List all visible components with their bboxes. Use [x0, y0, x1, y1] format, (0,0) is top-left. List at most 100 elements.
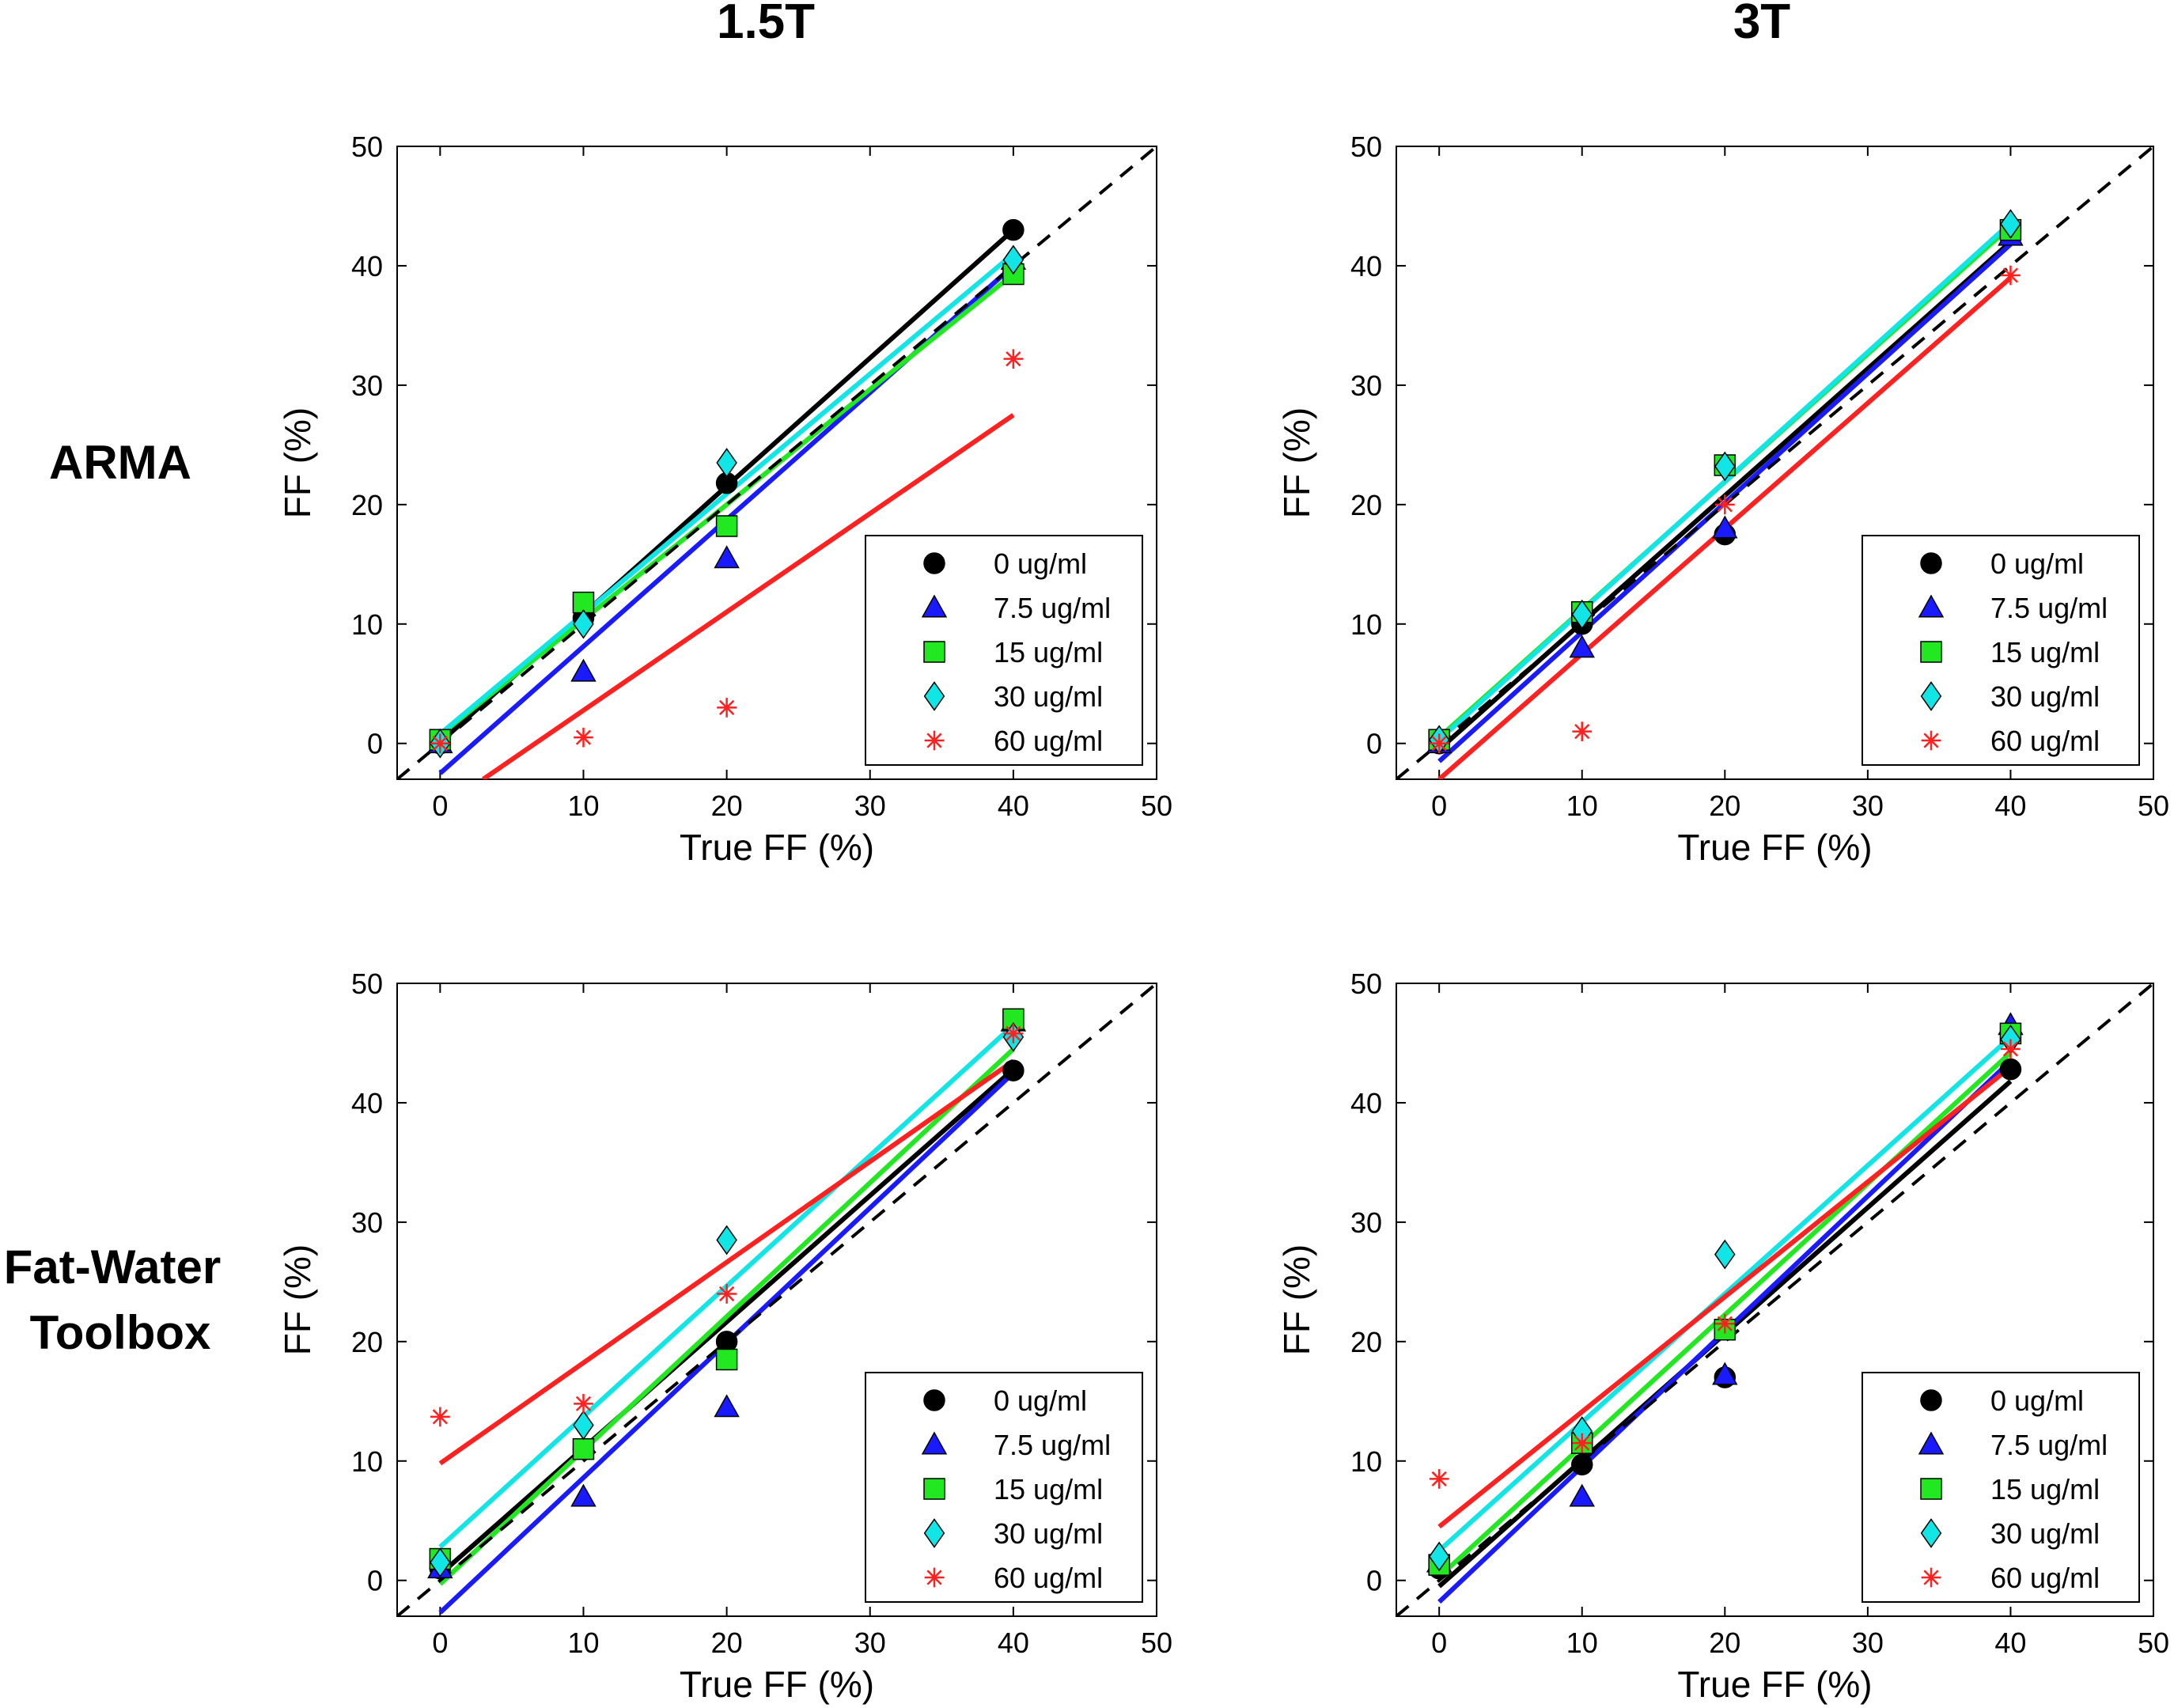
x-tick-label: 10 — [567, 790, 599, 822]
x-tick-label: 20 — [711, 1627, 743, 1659]
chart-fwt-1.5T: 0 10 20 30 40 50 0 10 20 30 40 50 True FF (%) FF (%) 0… — [277, 968, 1172, 1705]
legend-marker-0-ug-ml — [923, 552, 945, 574]
y-tick-label: 20 — [1350, 1326, 1382, 1358]
legend-marker-60-ug-ml — [924, 1567, 945, 1588]
y-tick-label: 0 — [1366, 728, 1382, 760]
legend-marker-60-ug-ml — [1921, 1567, 1941, 1588]
x-tick-label: 10 — [1566, 1627, 1598, 1659]
legend-label-30-ug-ml: 30 ug/ml — [1990, 1517, 2100, 1550]
legend-marker-60-ug-ml-stroke — [926, 733, 942, 748]
data-point-60-ug-ml-stroke — [1006, 1025, 1021, 1042]
data-point-30-ug-ml — [1714, 451, 1736, 482]
legend-box — [865, 535, 1143, 766]
y-tick-label: 50 — [1350, 131, 1382, 163]
y-tick-label: 50 — [1350, 968, 1382, 1000]
data-point-60-ug-ml — [1003, 349, 1024, 369]
legend-label-60-ug-ml: 60 ug/ml — [1990, 725, 2100, 757]
legend-marker-30-ug-ml — [923, 1518, 945, 1548]
y-tick-label: 20 — [351, 1326, 383, 1358]
chart-panels: 0 10 20 30 40 50 0 10 20 30 40 50 True FF (%) FF (%) 0… — [277, 131, 2169, 1705]
legend-marker-60-ug-ml-stroke — [926, 1570, 942, 1585]
data-point-30-ug-ml — [573, 1410, 594, 1441]
data-point-7-5-ug-ml — [1712, 515, 1738, 539]
chart-arma-3T: 0 10 20 30 40 50 0 10 20 30 40 50 True FF (%) FF (%) 0… — [1276, 131, 2169, 868]
y-tick-label: 10 — [1350, 608, 1382, 641]
data-point-60-ug-ml-stroke — [1006, 351, 1021, 367]
data-point-7-5-ug-ml — [1569, 634, 1595, 658]
data-point-60-ug-ml — [430, 1407, 450, 1427]
data-point-30-ug-ml — [2000, 209, 2021, 239]
legend-label-0-ug-ml: 0 ug/ml — [1990, 547, 2084, 580]
x-tick-label: 10 — [1566, 790, 1598, 822]
x-tick-label: 30 — [854, 1627, 886, 1659]
x-axis-label: True FF (%) — [680, 827, 874, 868]
data-point-60-ug-ml — [1714, 494, 1735, 515]
plot-content — [1396, 146, 2153, 779]
data-point-7-5-ug-ml — [714, 1394, 740, 1418]
data-point-7-5-ug-ml — [1712, 1361, 1738, 1385]
data-point-60-ug-ml-stroke — [2002, 267, 2019, 283]
y-tick-label: 0 — [1366, 1565, 1382, 1597]
y-tick-label: 30 — [1350, 369, 1382, 402]
y-axis-label: FF (%) — [1276, 1244, 1317, 1356]
legend-marker-0-ug-ml — [1920, 552, 1942, 574]
legend-label-0-ug-ml: 0 ug/ml — [994, 1384, 1087, 1417]
column-title-3T: 3T — [1733, 0, 1790, 49]
legend-marker-7-5-ug-ml — [1918, 594, 1945, 618]
data-point-60-ug-ml — [574, 727, 593, 748]
data-point-60-ug-ml-stroke — [1431, 1471, 1447, 1487]
x-tick-label: 0 — [1431, 790, 1447, 822]
y-tick-label: 10 — [1350, 1445, 1382, 1478]
data-point-60-ug-ml-stroke — [718, 1286, 735, 1302]
legend-marker-30-ug-ml — [1920, 681, 1942, 711]
x-tick-label: 30 — [1852, 1627, 1884, 1659]
legend-label-15-ug-ml: 15 ug/ml — [994, 636, 1103, 668]
legend-label-60-ug-ml: 60 ug/ml — [994, 1562, 1103, 1594]
legend-marker-7-5-ug-ml — [921, 1431, 948, 1455]
row-title-toolbox: Toolbox — [30, 1306, 211, 1359]
data-point-60-ug-ml — [1572, 1433, 1593, 1453]
legend-label-7-5-ug-ml: 7.5 ug/ml — [994, 1429, 1111, 1461]
x-tick-label: 20 — [1709, 790, 1740, 822]
data-point-7-5-ug-ml — [570, 1483, 597, 1507]
fit-line-60-ug-ml — [1437, 1065, 2013, 1529]
row-title-fat-water: Fat-Water — [4, 1240, 221, 1293]
data-point-60-ug-ml — [2001, 265, 2021, 286]
y-tick-label: 40 — [1350, 250, 1382, 282]
data-point-30-ug-ml — [1002, 244, 1025, 275]
legend-marker-15-ug-ml — [923, 1478, 945, 1500]
legend-marker-15-ug-ml — [1920, 1478, 1942, 1500]
identity-line — [1396, 146, 2153, 779]
x-tick-label: 0 — [1431, 1627, 1447, 1659]
data-point-60-ug-ml — [2001, 1039, 2021, 1059]
data-point-60-ug-ml — [717, 1284, 737, 1304]
data-point-60-ug-ml-stroke — [1717, 1316, 1733, 1331]
legend-label-60-ug-ml: 60 ug/ml — [994, 725, 1103, 757]
data-point-60-ug-ml — [574, 1393, 593, 1414]
plot-content — [397, 983, 1157, 1616]
legend-box — [1862, 535, 2140, 766]
legend-label-7-5-ug-ml: 7.5 ug/ml — [994, 592, 1111, 624]
legend: 0 ug/ml 7.5 ug/ml 15 ug/ml 30 ug/ml 60 ug/ml — [865, 1372, 1143, 1603]
identity-line — [1396, 983, 2153, 1616]
data-point-30-ug-ml — [430, 1547, 451, 1577]
data-point-30-ug-ml — [573, 608, 594, 639]
y-tick-label: 30 — [351, 1206, 383, 1239]
legend-label-7-5-ug-ml: 7.5 ug/ml — [1990, 1429, 2108, 1461]
data-point-60-ug-ml-stroke — [432, 736, 448, 752]
x-tick-label: 0 — [432, 1627, 448, 1659]
data-point-0-ug-ml — [1570, 1453, 1593, 1476]
legend: 0 ug/ml 7.5 ug/ml 15 ug/ml 30 ug/ml 60 ug/ml — [1862, 535, 2140, 766]
x-tick-label: 30 — [854, 790, 886, 822]
data-point-60-ug-ml-stroke — [718, 699, 735, 716]
data-point-15-ug-ml — [572, 1437, 595, 1460]
data-point-60-ug-ml — [1572, 721, 1593, 741]
x-axis-label: True FF (%) — [680, 1664, 874, 1705]
y-tick-label: 0 — [367, 728, 383, 760]
plot-content — [1396, 983, 2153, 1616]
y-tick-label: 50 — [351, 968, 383, 1000]
x-tick-label: 40 — [1994, 1627, 2026, 1659]
fit-line-60-ug-ml — [481, 413, 1015, 779]
fit-line-60-ug-ml — [438, 1059, 1015, 1466]
legend-marker-15-ug-ml — [1920, 641, 1942, 663]
